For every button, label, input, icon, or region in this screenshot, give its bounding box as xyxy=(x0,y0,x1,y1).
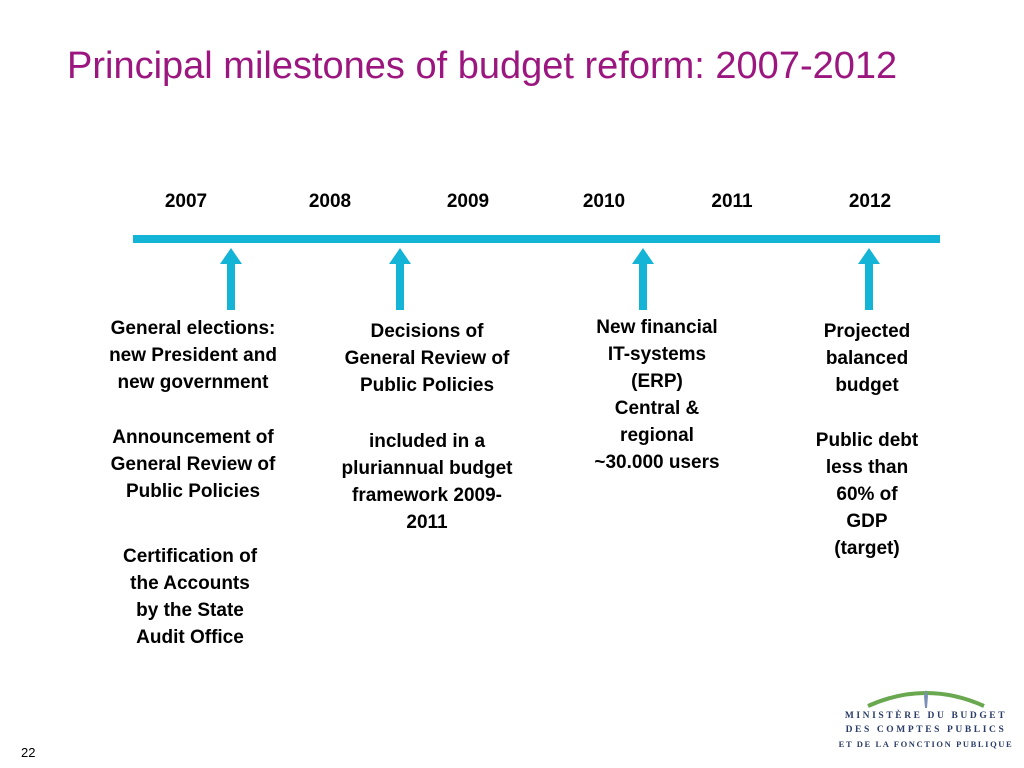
text-line: by the State xyxy=(136,600,244,621)
milestone-2008-decisions: Decisions of General Review of Public Po… xyxy=(317,318,537,399)
text-line: less than xyxy=(825,457,909,478)
text-line: New financial xyxy=(596,317,718,338)
text-line: Central & xyxy=(614,398,700,419)
text-line: General Review of xyxy=(344,348,510,369)
logo-text-line: DES COMPTES PUBLICS xyxy=(845,725,1007,735)
text-line: Projected xyxy=(823,321,911,342)
logo-text-line: ET DE LA FONCTION PUBLIQUE xyxy=(838,739,1014,749)
page-number: 22 xyxy=(21,745,36,760)
year-label-2009: 2009 xyxy=(446,191,490,212)
text-line: IT-systems xyxy=(607,344,707,365)
milestone-2007-announcement: Announcement of General Review of Public… xyxy=(78,424,308,505)
text-line: ~30.000 users xyxy=(594,452,720,473)
milestone-2012-balanced-budget: Projected balanced budget xyxy=(792,318,942,399)
text-line: (ERP) xyxy=(631,371,683,392)
text-line: Announcement of xyxy=(112,427,274,448)
ministry-logo: MINISTÈRE DU BUDGET DES COMPTES PUBLICS … xyxy=(836,686,1016,756)
text-line: 60% of xyxy=(836,484,898,505)
text-line: new President and xyxy=(109,345,277,366)
text-line: Public Policies xyxy=(359,375,495,396)
milestone-2008-pluriannual: included in a pluriannual budget framewo… xyxy=(317,428,537,536)
milestone-2010-it-systems: New financial IT-systems (ERP) Central &… xyxy=(562,314,752,476)
year-label-2010: 2010 xyxy=(582,191,626,212)
text-line: budget xyxy=(835,375,899,396)
text-line: General Review of xyxy=(110,454,276,475)
text-line: Public debt xyxy=(815,430,919,451)
milestone-2007-certification: Certification of the Accounts by the Sta… xyxy=(78,543,302,651)
up-arrow-icon-2012 xyxy=(858,248,880,310)
text-line: pluriannual budget xyxy=(341,458,513,479)
year-label-2011: 2011 xyxy=(711,191,753,212)
year-label-2008: 2008 xyxy=(308,191,352,212)
up-arrow-icon-2010 xyxy=(632,248,654,310)
slide-title: Principal milestones of budget reform: 2… xyxy=(67,45,898,87)
text-line: General elections: xyxy=(110,318,276,339)
text-line: framework 2009- xyxy=(352,485,502,506)
text-line: GDP xyxy=(846,511,888,532)
text-line: balanced xyxy=(825,348,909,369)
logo-text-line: MINISTÈRE DU BUDGET xyxy=(844,711,1008,721)
year-label-2007: 2007 xyxy=(164,191,208,212)
logo-arc-icon xyxy=(867,690,985,708)
text-line: Certification of xyxy=(122,546,258,567)
up-arrow-icon-2008 xyxy=(389,248,411,310)
text-line: the Accounts xyxy=(130,573,250,594)
up-arrow-icon-2007 xyxy=(220,248,242,310)
timeline-bar xyxy=(133,235,940,243)
text-line: (target) xyxy=(834,538,900,559)
year-label-2012: 2012 xyxy=(848,191,892,212)
milestone-2012-public-debt: Public debt less than 60% of GDP (target… xyxy=(792,427,942,562)
text-line: included in a xyxy=(368,431,486,452)
milestone-2007-elections: General elections: new President and new… xyxy=(78,315,308,396)
text-line: Public Policies xyxy=(125,481,261,502)
text-line: regional xyxy=(620,425,694,446)
text-line: Audit Office xyxy=(136,627,244,648)
text-line: 2011 xyxy=(406,512,448,533)
text-line: Decisions of xyxy=(370,321,484,342)
text-line: new government xyxy=(117,372,269,393)
